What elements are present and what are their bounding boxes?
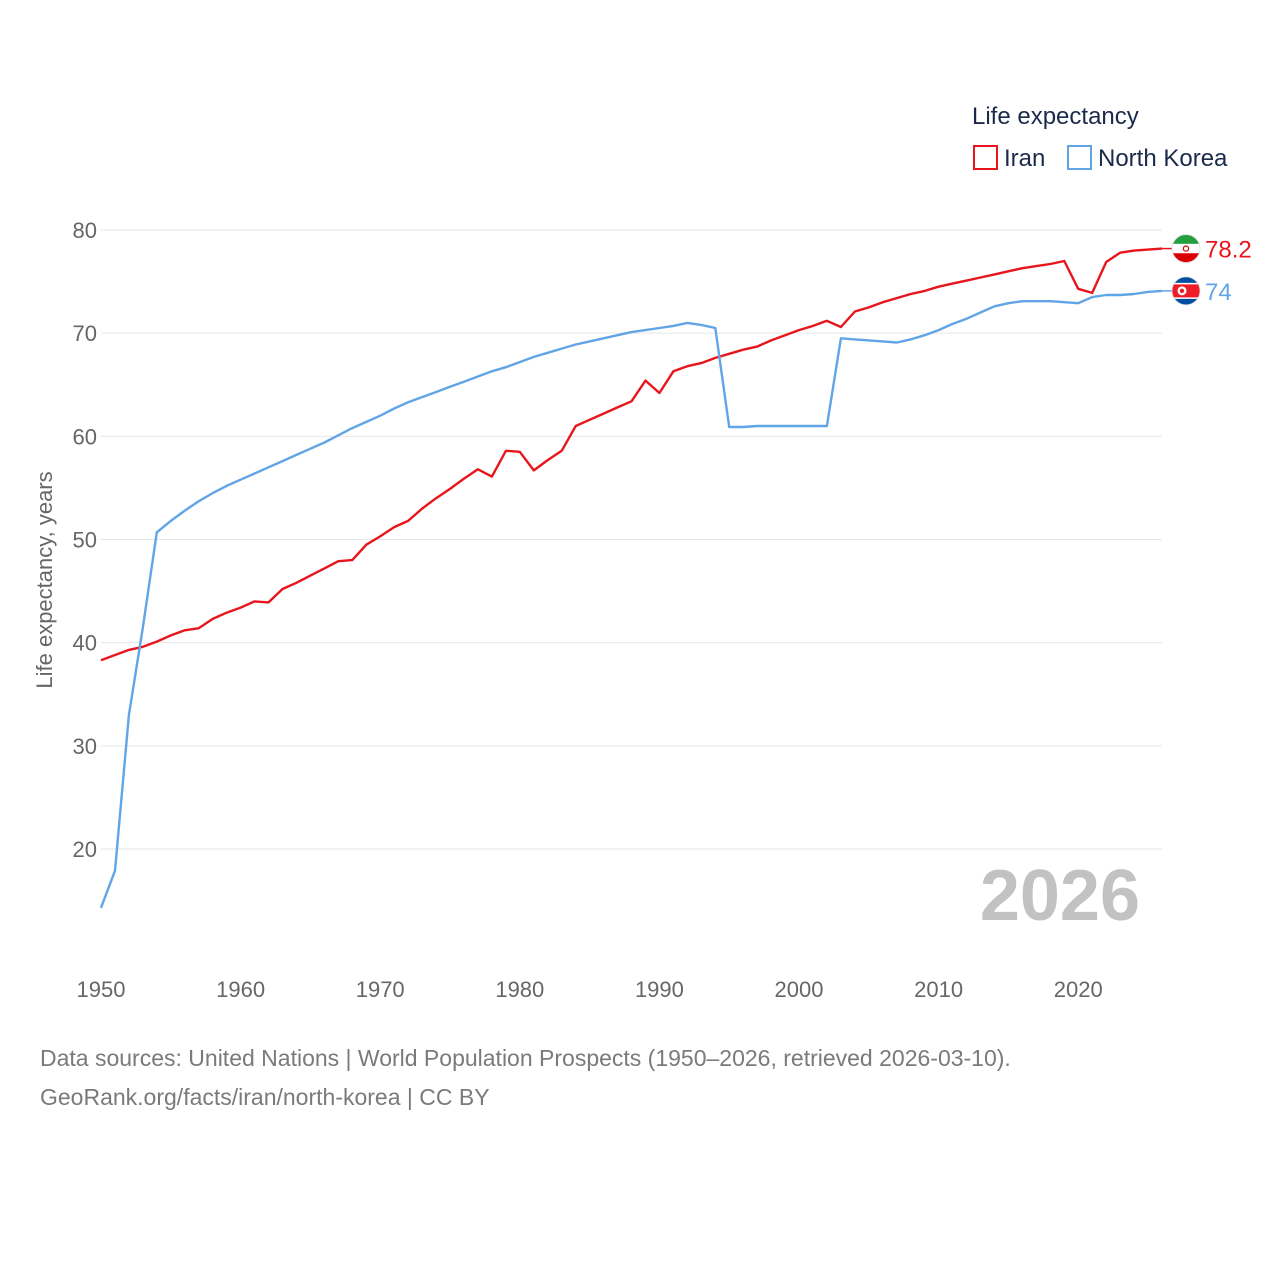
- x-tick-label: 2000: [775, 977, 824, 1002]
- y-tick-label: 20: [73, 837, 97, 862]
- legend: Life expectancy Iran North Korea: [972, 103, 1228, 172]
- legend-item-iran[interactable]: Iran: [973, 145, 1045, 172]
- iran-flag-icon: [1171, 234, 1201, 263]
- legend-title: Life expectancy: [972, 103, 1139, 130]
- series-line-north-korea: [99, 289, 1163, 909]
- y-tick-label: 60: [73, 424, 97, 449]
- footer-attribution: GeoRank.org/facts/iran/north-korea | CC …: [40, 1084, 490, 1110]
- y-tick-label: 30: [73, 734, 97, 759]
- x-tick-label: 2010: [914, 977, 963, 1002]
- x-tick-label: 1990: [635, 977, 684, 1002]
- footer-sources: Data sources: United Nations | World Pop…: [40, 1045, 1011, 1071]
- series-line-iran: [100, 247, 1163, 662]
- current-year-label: 2026: [980, 856, 1140, 936]
- legend-swatch-iran: [973, 145, 998, 170]
- x-tick-label: 1970: [356, 977, 405, 1002]
- x-tick-label: 1950: [77, 977, 126, 1002]
- x-tick-label: 1980: [495, 977, 544, 1002]
- x-tick-label: 1960: [216, 977, 265, 1002]
- y-axis-ticks: 20 30 40 50 60 70 80: [73, 218, 97, 862]
- end-value-label-north-korea: 74: [1205, 279, 1232, 306]
- x-axis-ticks: 1950 1960 1970 1980 1990 2000 2010 2020: [77, 977, 1103, 1002]
- end-value-label-iran: 78.2: [1205, 237, 1252, 264]
- legend-item-north-korea[interactable]: North Korea: [1067, 145, 1228, 172]
- y-tick-label: 70: [73, 321, 97, 346]
- y-tick-label: 40: [73, 631, 97, 656]
- y-tick-label: 80: [73, 218, 97, 243]
- y-tick-label: 50: [73, 528, 97, 553]
- series-end-labels: 78.2 74: [1162, 234, 1252, 306]
- north-korea-flag-icon: [1171, 276, 1201, 306]
- line-chart: 20 30 40 50 60 70 80 1950 1960 1970 1980 1990 2000 2…: [32, 103, 1252, 1002]
- gridlines: [101, 229, 1162, 850]
- series-lines: [99, 247, 1163, 909]
- x-tick-label: 2020: [1054, 977, 1103, 1002]
- legend-label-iran: Iran: [1004, 145, 1045, 172]
- legend-label-north-korea: North Korea: [1098, 145, 1228, 172]
- y-axis-label: Life expectancy, years: [32, 471, 57, 688]
- legend-swatch-north-korea: [1067, 145, 1092, 170]
